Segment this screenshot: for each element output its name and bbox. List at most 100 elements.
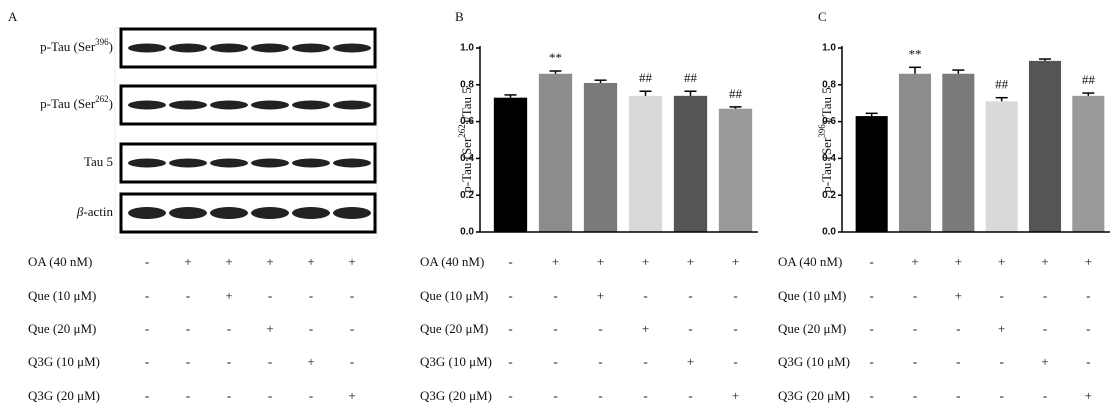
blot-band <box>210 207 248 219</box>
treatment-sign: - <box>227 354 231 369</box>
treatment-sign: - <box>186 388 190 403</box>
treatment-sign: - <box>309 288 313 303</box>
blot-band <box>128 159 166 168</box>
treatment-sign: + <box>687 254 694 269</box>
treatment-label: OA (40 nM) <box>28 254 92 269</box>
treatment-label: Que (10 μM) <box>778 288 846 303</box>
treatment-sign: - <box>350 288 354 303</box>
treatment-sign: - <box>145 388 149 403</box>
treatment-sign: - <box>688 388 692 403</box>
annotation: ## <box>684 70 698 85</box>
treatment-sign: - <box>869 388 873 403</box>
label: Tau 5 <box>84 154 113 169</box>
treatment-label: Q3G (20 μM) <box>420 388 492 403</box>
panel-label: A <box>8 9 18 24</box>
treatment-sign: - <box>350 321 354 336</box>
label: p-Tau (Ser262) <box>40 94 113 111</box>
y-tick-label: 0.4 <box>460 153 474 164</box>
treatment-sign: - <box>350 354 354 369</box>
y-tick-label: 0.0 <box>822 227 836 238</box>
annotation: ## <box>995 77 1009 92</box>
treatment-sign: - <box>643 288 647 303</box>
blot-band <box>128 207 166 219</box>
bar <box>719 109 752 232</box>
annotation: ## <box>1082 72 1096 87</box>
bar <box>539 74 572 232</box>
treatment-sign: + <box>642 254 649 269</box>
treatment-sign: - <box>1086 354 1090 369</box>
treatment-sign: + <box>266 254 273 269</box>
y-tick-label: 0.8 <box>460 79 474 90</box>
treatment-sign: + <box>1085 254 1092 269</box>
treatment-sign: - <box>145 354 149 369</box>
blot-band <box>251 101 289 110</box>
treatment-sign: - <box>688 321 692 336</box>
treatment-sign: + <box>732 254 739 269</box>
treatment-sign: - <box>1086 288 1090 303</box>
treatment-sign: - <box>999 288 1003 303</box>
treatment-sign: - <box>227 321 231 336</box>
bar <box>942 74 974 232</box>
treatment-sign: - <box>145 321 149 336</box>
treatment-sign: - <box>309 321 313 336</box>
treatment-label: Q3G (20 μM) <box>28 388 100 403</box>
treatment-sign: - <box>553 321 557 336</box>
blot-band <box>251 159 289 168</box>
treatment-label: Q3G (10 μM) <box>778 354 850 369</box>
y-tick-label: 0.6 <box>460 116 474 127</box>
treatment-sign: - <box>268 288 272 303</box>
treatment-sign: - <box>268 388 272 403</box>
treatment-sign: - <box>913 288 917 303</box>
label-sup: 396 <box>95 37 109 47</box>
label-part: ) <box>109 39 113 54</box>
treatment-sign: + <box>225 288 232 303</box>
treatment-sign: + <box>955 254 962 269</box>
panel-label: C <box>818 9 827 24</box>
blot-band <box>210 101 248 110</box>
treatment-sign: - <box>733 354 737 369</box>
treatment-label: Que (10 μM) <box>28 288 96 303</box>
blot-band <box>333 207 371 219</box>
label: p-Tau (Ser396) <box>40 37 113 54</box>
treatment-label: OA (40 nM) <box>778 254 842 269</box>
treatment-sign: + <box>597 254 604 269</box>
treatment-sign: + <box>998 321 1005 336</box>
treatment-sign: - <box>999 354 1003 369</box>
bar <box>899 74 931 232</box>
treatment-sign: - <box>598 388 602 403</box>
label-part: p-Tau (Ser <box>40 39 96 54</box>
annotation: ** <box>909 46 922 61</box>
treatment-sign: - <box>1086 321 1090 336</box>
y-tick-label: 1.0 <box>460 43 474 54</box>
treatment-sign: - <box>553 354 557 369</box>
blot-band <box>292 159 330 168</box>
bar <box>1072 96 1104 232</box>
treatment-sign: - <box>869 321 873 336</box>
treatment-sign: - <box>508 254 512 269</box>
treatment-sign: - <box>688 288 692 303</box>
treatment-sign: - <box>145 288 149 303</box>
treatment-sign: - <box>733 288 737 303</box>
treatment-sign: - <box>956 354 960 369</box>
blot-band <box>169 101 207 110</box>
treatment-sign: + <box>998 254 1005 269</box>
treatment-sign: - <box>186 354 190 369</box>
treatment-sign: - <box>1043 288 1047 303</box>
treatment-sign: - <box>869 288 873 303</box>
label-part: p-Tau (Ser <box>459 137 474 193</box>
treatment-label: Q3G (20 μM) <box>778 388 850 403</box>
y-tick-label: 0.4 <box>822 153 836 164</box>
label-part: -actin <box>83 204 113 219</box>
treatment-sign: + <box>307 254 314 269</box>
blot-band <box>292 101 330 110</box>
y-tick-label: 0.2 <box>460 190 474 201</box>
treatment-label: Que (20 μM) <box>28 321 96 336</box>
y-tick-label: 0.6 <box>822 116 836 127</box>
treatment-sign: - <box>553 288 557 303</box>
treatment-sign: - <box>553 388 557 403</box>
treatment-sign: - <box>956 388 960 403</box>
blot-band <box>169 207 207 219</box>
blot-band <box>210 44 248 53</box>
blot-band <box>333 44 371 53</box>
treatment-label: OA (40 nM) <box>420 254 484 269</box>
